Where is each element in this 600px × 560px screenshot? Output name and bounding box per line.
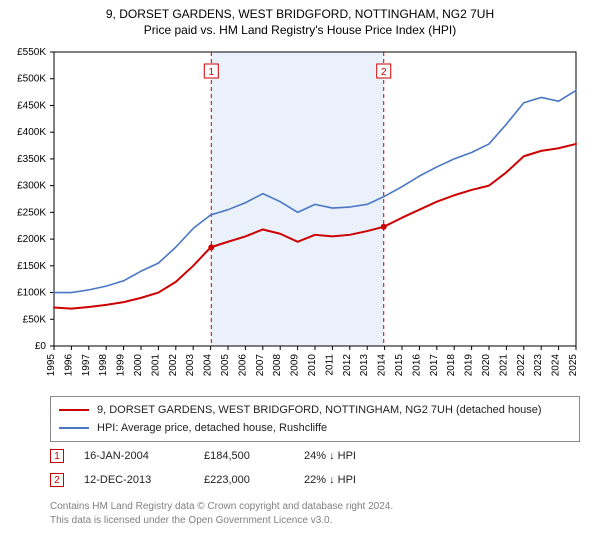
sale-row-1: 1 16-JAN-2004 £184,500 24% ↓ HPI xyxy=(50,444,580,468)
svg-text:2020: 2020 xyxy=(481,354,492,377)
svg-text:1: 1 xyxy=(209,67,215,78)
svg-text:2017: 2017 xyxy=(429,354,440,377)
svg-text:2014: 2014 xyxy=(377,354,388,377)
title-subtitle: Price paid vs. HM Land Registry's House … xyxy=(0,22,600,38)
sale-diff-1: 24% ↓ HPI xyxy=(304,450,424,462)
svg-text:2024: 2024 xyxy=(551,354,562,377)
svg-text:£400K: £400K xyxy=(17,127,46,138)
svg-text:1999: 1999 xyxy=(116,354,127,377)
legend-box: 9, DORSET GARDENS, WEST BRIDGFORD, NOTTI… xyxy=(50,396,580,442)
title-block: 9, DORSET GARDENS, WEST BRIDGFORD, NOTTI… xyxy=(0,0,600,38)
svg-text:2022: 2022 xyxy=(516,354,527,377)
svg-text:2001: 2001 xyxy=(150,354,161,377)
svg-text:2010: 2010 xyxy=(307,354,318,377)
legend-label-property: 9, DORSET GARDENS, WEST BRIDGFORD, NOTTI… xyxy=(97,404,542,416)
svg-text:£150K: £150K xyxy=(17,261,46,272)
svg-text:2000: 2000 xyxy=(133,354,144,377)
svg-text:2023: 2023 xyxy=(533,354,544,377)
svg-text:£450K: £450K xyxy=(17,100,46,111)
title-address: 9, DORSET GARDENS, WEST BRIDGFORD, NOTTI… xyxy=(0,6,600,22)
svg-text:1998: 1998 xyxy=(98,354,109,377)
svg-text:£200K: £200K xyxy=(17,234,46,245)
sale-marker-1: 1 xyxy=(50,449,64,463)
svg-text:£250K: £250K xyxy=(17,207,46,218)
sale-date-1: 16-JAN-2004 xyxy=(84,450,204,462)
legend-item-property: 9, DORSET GARDENS, WEST BRIDGFORD, NOTTI… xyxy=(59,401,571,419)
svg-text:£550K: £550K xyxy=(17,47,46,58)
svg-text:£500K: £500K xyxy=(17,74,46,85)
svg-text:2012: 2012 xyxy=(342,354,353,377)
legend-label-hpi: HPI: Average price, detached house, Rush… xyxy=(97,422,327,434)
svg-text:2009: 2009 xyxy=(290,354,301,377)
chart-area: £0£50K£100K£150K£200K£250K£300K£350K£400… xyxy=(50,48,580,388)
footer-line-1: Contains HM Land Registry data © Crown c… xyxy=(50,500,580,514)
svg-text:2004: 2004 xyxy=(203,354,214,377)
svg-text:2: 2 xyxy=(381,67,387,78)
svg-text:2002: 2002 xyxy=(168,354,179,377)
svg-text:2013: 2013 xyxy=(359,354,370,377)
svg-text:2015: 2015 xyxy=(394,354,405,377)
svg-text:2006: 2006 xyxy=(237,354,248,377)
svg-text:1997: 1997 xyxy=(81,354,92,377)
svg-text:£50K: £50K xyxy=(23,314,47,325)
chart-container: 9, DORSET GARDENS, WEST BRIDGFORD, NOTTI… xyxy=(0,0,600,560)
svg-text:2016: 2016 xyxy=(411,354,422,377)
footer-line-2: This data is licensed under the Open Gov… xyxy=(50,514,580,528)
svg-text:£100K: £100K xyxy=(17,288,46,299)
sale-price-1: £184,500 xyxy=(204,450,304,462)
svg-text:£0: £0 xyxy=(35,341,47,352)
svg-text:2008: 2008 xyxy=(272,354,283,377)
sale-rows: 1 16-JAN-2004 £184,500 24% ↓ HPI 2 12-DE… xyxy=(50,444,580,492)
svg-text:2005: 2005 xyxy=(220,354,231,377)
sale-marker-2: 2 xyxy=(50,473,64,487)
svg-text:2019: 2019 xyxy=(464,354,475,377)
svg-text:2021: 2021 xyxy=(498,354,509,377)
svg-text:1995: 1995 xyxy=(46,354,57,377)
line-chart-svg: £0£50K£100K£150K£200K£250K£300K£350K£400… xyxy=(50,48,580,388)
legend-swatch-hpi xyxy=(59,427,89,429)
svg-text:2011: 2011 xyxy=(324,354,335,376)
legend-item-hpi: HPI: Average price, detached house, Rush… xyxy=(59,419,571,437)
footer-attribution: Contains HM Land Registry data © Crown c… xyxy=(50,500,580,527)
legend-swatch-property xyxy=(59,409,89,411)
svg-text:£350K: £350K xyxy=(17,154,46,165)
svg-text:2025: 2025 xyxy=(568,354,579,377)
sale-price-2: £223,000 xyxy=(204,474,304,486)
svg-text:£300K: £300K xyxy=(17,181,46,192)
svg-text:1996: 1996 xyxy=(63,354,74,377)
sale-date-2: 12-DEC-2013 xyxy=(84,474,204,486)
svg-text:2003: 2003 xyxy=(185,354,196,377)
svg-text:2018: 2018 xyxy=(446,354,457,377)
sale-row-2: 2 12-DEC-2013 £223,000 22% ↓ HPI xyxy=(50,468,580,492)
svg-text:2007: 2007 xyxy=(255,354,266,377)
sale-diff-2: 22% ↓ HPI xyxy=(304,474,424,486)
